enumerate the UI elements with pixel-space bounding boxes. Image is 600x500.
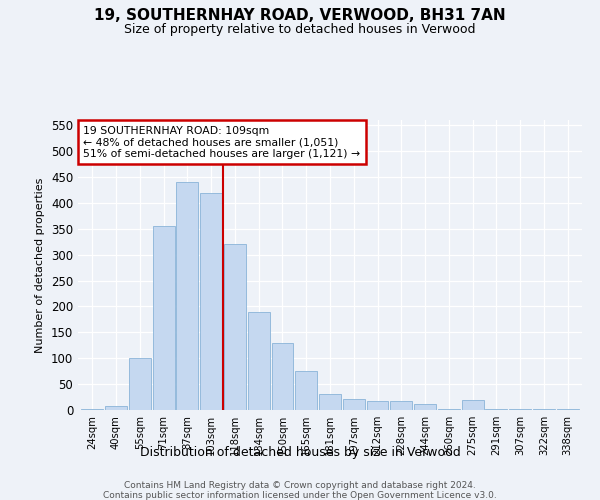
Bar bbox=[272, 342, 293, 410]
Bar bbox=[557, 409, 578, 410]
Text: 19, SOUTHERNHAY ROAD, VERWOOD, BH31 7AN: 19, SOUTHERNHAY ROAD, VERWOOD, BH31 7AN bbox=[94, 8, 506, 22]
Text: Contains HM Land Registry data © Crown copyright and database right 2024.: Contains HM Land Registry data © Crown c… bbox=[124, 482, 476, 490]
Bar bbox=[295, 371, 317, 410]
Bar bbox=[152, 226, 175, 410]
Bar bbox=[200, 192, 222, 410]
Bar bbox=[438, 409, 460, 410]
Bar bbox=[509, 409, 531, 410]
Bar bbox=[414, 404, 436, 410]
Bar bbox=[82, 409, 103, 410]
Text: Distribution of detached houses by size in Verwood: Distribution of detached houses by size … bbox=[140, 446, 460, 459]
Bar bbox=[248, 312, 269, 410]
Bar bbox=[462, 400, 484, 410]
Bar bbox=[367, 400, 388, 410]
Bar bbox=[391, 400, 412, 410]
Y-axis label: Number of detached properties: Number of detached properties bbox=[35, 178, 46, 352]
Bar bbox=[105, 406, 127, 410]
Bar bbox=[224, 244, 246, 410]
Bar bbox=[129, 358, 151, 410]
Bar bbox=[176, 182, 198, 410]
Text: Size of property relative to detached houses in Verwood: Size of property relative to detached ho… bbox=[124, 22, 476, 36]
Bar bbox=[343, 398, 365, 410]
Bar bbox=[319, 394, 341, 410]
Text: 19 SOUTHERNHAY ROAD: 109sqm
← 48% of detached houses are smaller (1,051)
51% of : 19 SOUTHERNHAY ROAD: 109sqm ← 48% of det… bbox=[83, 126, 360, 159]
Bar bbox=[485, 409, 508, 410]
Text: Contains public sector information licensed under the Open Government Licence v3: Contains public sector information licen… bbox=[103, 490, 497, 500]
